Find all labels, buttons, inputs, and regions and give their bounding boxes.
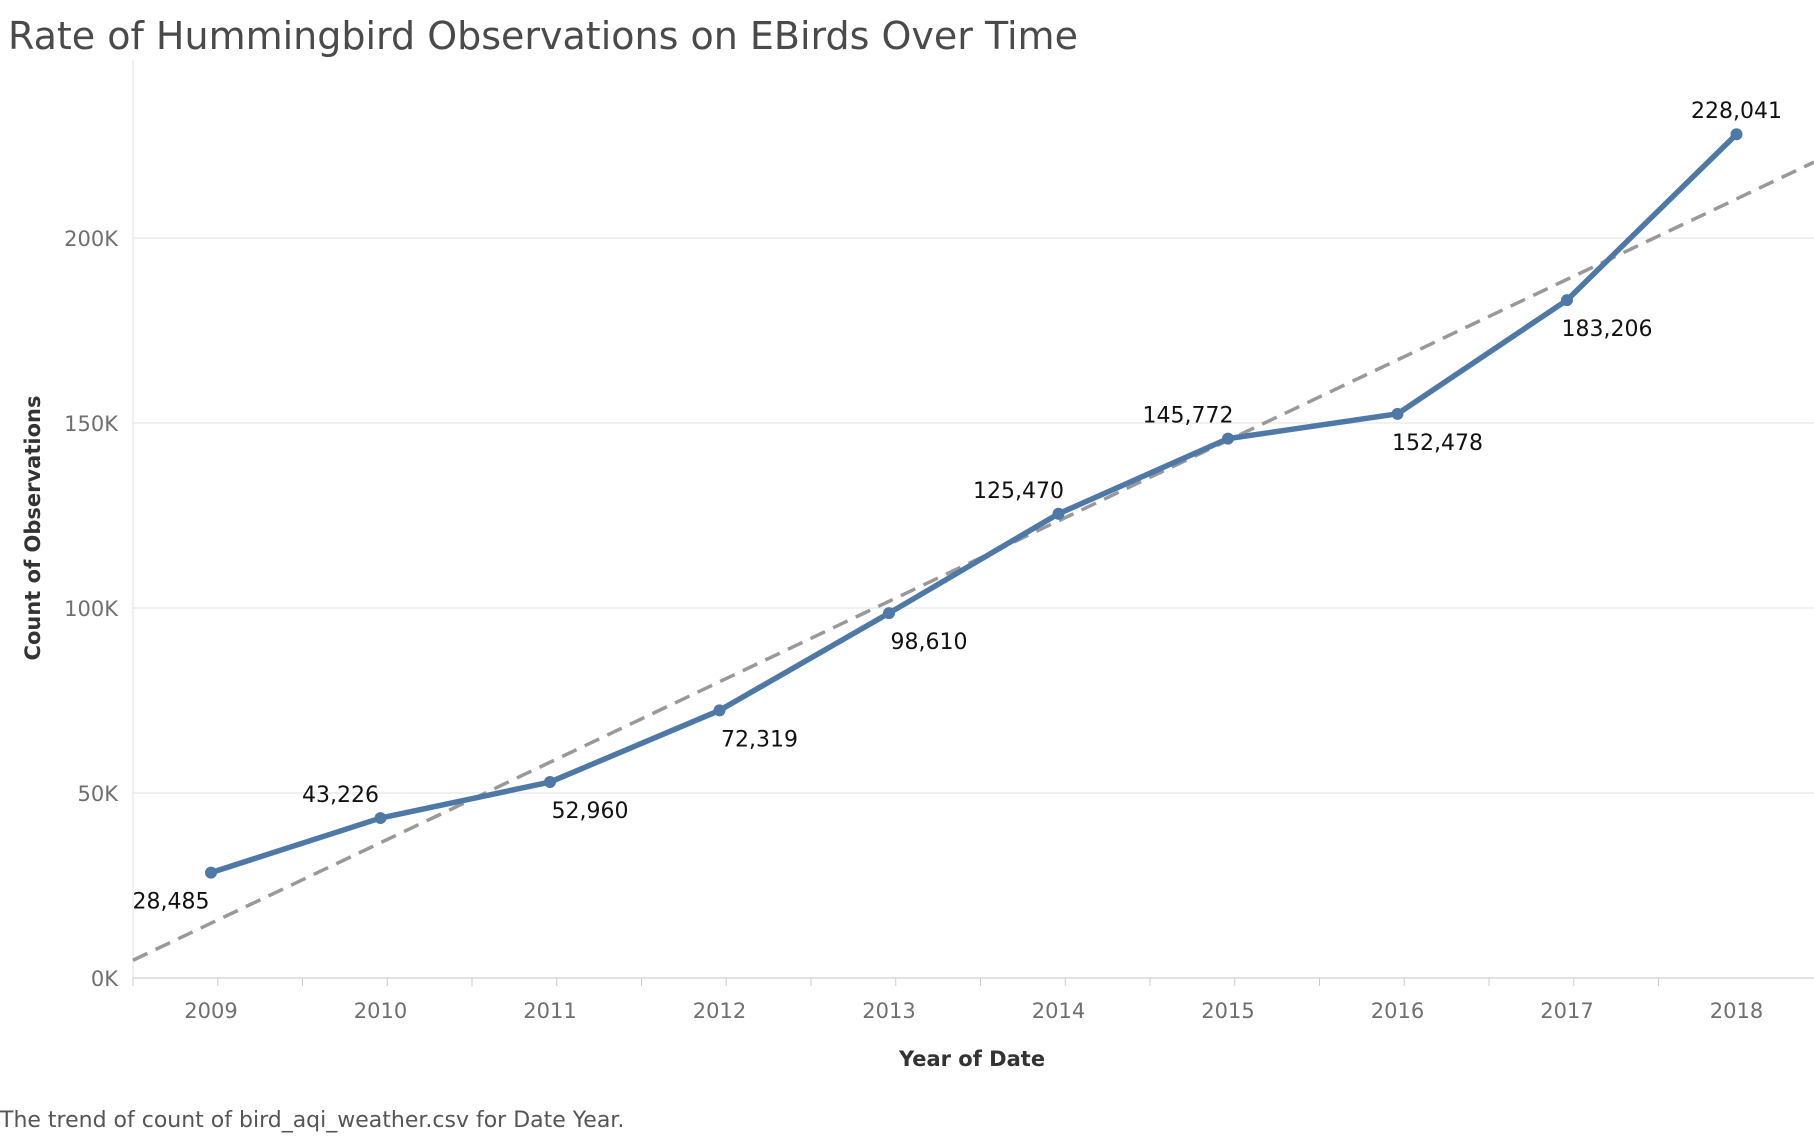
- data-point: [544, 776, 556, 789]
- data-label: 183,206: [1562, 317, 1653, 342]
- data-point: [1052, 507, 1065, 520]
- data-label: 228,041: [1691, 99, 1782, 124]
- data-point: [713, 704, 726, 717]
- axes: 0K 50K 100K 150K 200K 2009 2010 2011 2012 2013 201…: [21, 60, 1814, 1071]
- y-tick-label: 200K: [64, 227, 119, 251]
- chart-caption: The trend of count of bird_aqi_weather.c…: [0, 1108, 625, 1133]
- data-label: 28,485: [133, 890, 210, 915]
- chart-title: Rate of Hummingbird Observations on EBir…: [8, 14, 1078, 58]
- x-tick-label: 2010: [354, 999, 407, 1023]
- x-tick-label: 2013: [862, 999, 915, 1023]
- data-label: 72,319: [721, 727, 798, 752]
- y-tick-label: 0K: [91, 967, 119, 991]
- data-point: [374, 812, 387, 825]
- x-tick-label: 2011: [523, 999, 576, 1023]
- data-label: 152,478: [1392, 431, 1483, 456]
- y-tick-label: 50K: [78, 782, 120, 806]
- data-point: [1561, 294, 1573, 307]
- x-tick-label: 2016: [1371, 999, 1424, 1023]
- data-label: 125,470: [973, 479, 1064, 504]
- data-point: [883, 607, 895, 620]
- data-label: 145,772: [1143, 404, 1234, 429]
- x-tick-label: 2014: [1032, 999, 1085, 1023]
- y-axis-title: Count of Observations: [21, 396, 45, 661]
- x-tick-label: 2015: [1201, 999, 1254, 1023]
- x-tick-label: 2018: [1710, 999, 1763, 1023]
- data-label: 98,610: [891, 630, 968, 655]
- x-tick-label: 2017: [1540, 999, 1593, 1023]
- x-tick-label: 2009: [184, 999, 237, 1023]
- gridlines: [133, 237, 1814, 794]
- data-label: 43,226: [302, 783, 379, 808]
- data-point: [1730, 128, 1743, 141]
- y-tick-label: 100K: [64, 597, 119, 621]
- y-tick-label: 150K: [64, 412, 119, 436]
- data-point: [1391, 407, 1404, 420]
- x-tick-label: 2012: [693, 999, 746, 1023]
- series-line: [208, 131, 1740, 876]
- data-point: [1222, 432, 1234, 445]
- line-chart: 0K 50K 100K 150K 200K 2009 2010 2011 2012 2013 201…: [21, 60, 1814, 1071]
- data-point: [205, 866, 217, 879]
- data-label: 52,960: [552, 799, 629, 824]
- series-group: [205, 128, 1743, 879]
- x-axis-title: Year of Date: [898, 1047, 1045, 1071]
- data-labels: 28,485 43,226 52,960 72,319 98,610 125,470 145…: [133, 99, 1782, 914]
